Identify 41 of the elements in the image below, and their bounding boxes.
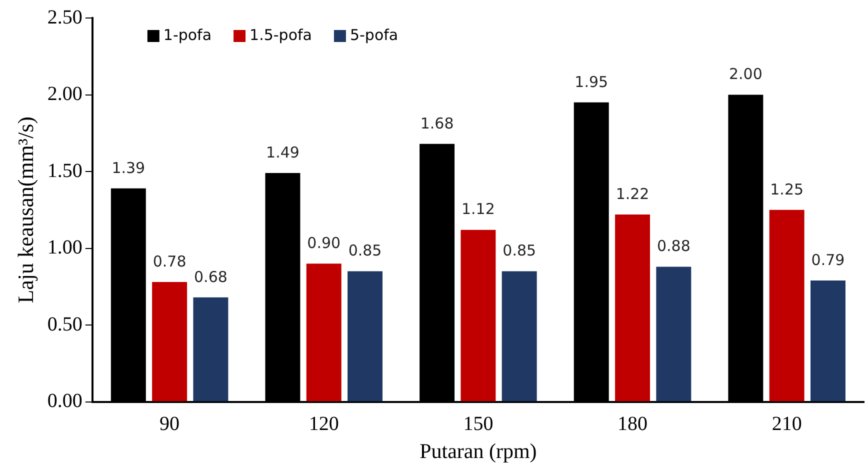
data-label: 1.95 <box>574 72 608 91</box>
data-label: 1.49 <box>266 143 300 162</box>
data-label: 1.12 <box>461 200 495 218</box>
data-label: 0.78 <box>152 252 186 270</box>
data-label: 2.00 <box>728 65 762 84</box>
y-tick-label: 2.50 <box>47 6 82 28</box>
legend-label: 1.5-pofa <box>250 26 312 44</box>
y-tick-label: 1.00 <box>47 236 82 259</box>
data-label: 1.22 <box>616 184 650 203</box>
x-tick-label: 180 <box>618 413 648 436</box>
x-tick-label: 150 <box>463 413 494 436</box>
legend-label: 5-pofa <box>350 26 398 44</box>
bar <box>769 210 804 402</box>
bar <box>306 264 342 402</box>
x-tick-label: 90 <box>160 413 180 436</box>
data-label: 1.39 <box>112 158 146 177</box>
x-tick-label: 120 <box>308 413 339 436</box>
data-label: 0.85 <box>502 242 536 260</box>
x-tick-label: 210 <box>772 413 802 436</box>
y-tick-label: 2.00 <box>47 83 82 106</box>
x-axis-title: Putaran (rpm) <box>420 438 537 463</box>
data-label: 0.85 <box>348 242 382 260</box>
data-label: 0.79 <box>811 250 845 269</box>
bar <box>348 271 383 402</box>
data-label: 0.88 <box>656 237 690 256</box>
bar <box>193 297 228 402</box>
data-label: 1.25 <box>770 180 804 198</box>
legend-label: 1-pofa <box>163 26 212 44</box>
bar <box>615 214 650 402</box>
bar <box>810 280 846 402</box>
bar <box>656 266 692 402</box>
data-label: 1.68 <box>420 114 454 132</box>
bar <box>460 230 496 402</box>
bar <box>152 282 188 402</box>
bar <box>502 271 537 402</box>
y-axis-title: Laju keausan(mm³/s) <box>12 116 38 304</box>
y-tick-label: 1.50 <box>47 160 82 182</box>
y-tick-label: 0.00 <box>47 390 82 412</box>
data-label: 0.68 <box>194 268 228 286</box>
y-tick-label: 0.50 <box>47 313 82 336</box>
data-label: 0.90 <box>307 234 341 252</box>
